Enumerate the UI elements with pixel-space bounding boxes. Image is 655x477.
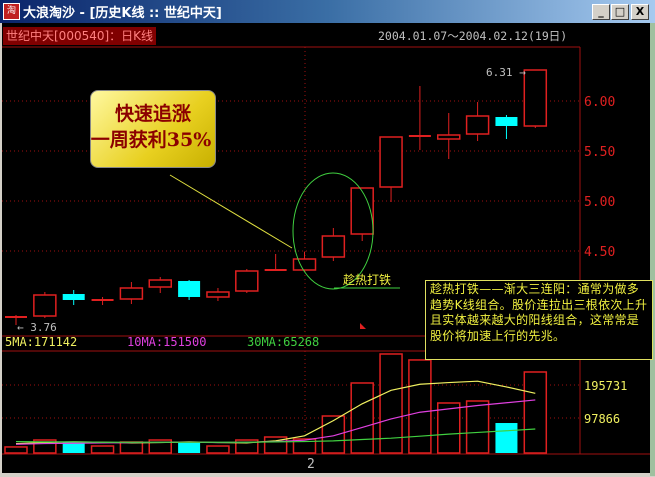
candle-body (465, 115, 490, 135)
candle-body (350, 187, 374, 235)
annotation-pointer-line (169, 174, 293, 249)
volume-bar (90, 445, 115, 454)
date-tick-label: 2 (307, 457, 315, 472)
volume-bar (350, 382, 374, 454)
ma10-label: 10MA: (127, 335, 164, 349)
candle-body (119, 287, 144, 300)
volume-bar (523, 371, 548, 454)
annotation-line2: 一周获利35% (90, 129, 212, 151)
volume-bar (321, 415, 346, 454)
candle-body (321, 235, 346, 258)
candle-body (206, 291, 230, 298)
volume-tick-label: 97866 (584, 412, 620, 426)
minimize-button[interactable]: _ (592, 4, 610, 20)
ma30-line (15, 428, 536, 443)
low-price-label: ← 3.76 (17, 321, 57, 334)
volume-bar (408, 359, 432, 454)
pattern-description: 趁热打铁——渐大三连阳：通常为做多趋势K线组合。股价连拉出三根依次上升且实体越来… (425, 280, 653, 360)
volume-bar (4, 446, 28, 454)
candle-body (523, 69, 548, 127)
volume-bar (148, 439, 172, 454)
candle-body (292, 258, 317, 271)
ma10-value: 151500 (163, 335, 207, 349)
volume-bar (62, 441, 85, 453)
pattern-label: 趁热打铁 (343, 273, 392, 287)
candle-body (379, 136, 403, 188)
candle-body (235, 270, 259, 292)
volume-bar (465, 400, 490, 454)
window-border (650, 23, 655, 476)
ma30-value: 65268 (283, 335, 320, 349)
candle-body (495, 117, 518, 126)
annotation-line1: 快速追涨 (114, 103, 191, 125)
volume-tick-label: 195731 (584, 379, 627, 393)
candle-body (33, 294, 57, 317)
volume-bar (292, 438, 317, 454)
volume-bar (379, 353, 403, 454)
volume-bar (119, 441, 144, 454)
ma30-label: 30MA: (247, 335, 284, 349)
candle-body (437, 134, 461, 140)
title-bar: 淘 大浪淘沙 - [历史K线 :: 世纪中天] _ □ X (0, 0, 655, 23)
profit-annotation-box: 快速追涨 一周获利35% (90, 90, 216, 168)
volume-bar (437, 402, 461, 454)
price-tick-label: 6.00 (584, 95, 615, 110)
high-price-label: 6.31 → (486, 66, 526, 79)
date-range: 2004.01.07～2004.02.12(19日) (378, 29, 568, 43)
ma5-value: 171142 (33, 335, 78, 349)
pattern-highlight-ellipse (292, 172, 374, 290)
kline-chart[interactable]: 4.50 5.00 5.50 6.00 195731 97866 2 6.31 → ← 3.76 (2, 23, 650, 473)
price-tick-label: 4.50 (584, 245, 615, 260)
ma5-label: 5MA: (5, 335, 34, 349)
volume-bar (178, 443, 201, 453)
chart-panel[interactable]: 4.50 5.00 5.50 6.00 195731 97866 2 6.31 → ← 3.76… (2, 23, 650, 473)
candle-body (178, 281, 201, 297)
candle-body (148, 279, 172, 288)
marker-triangle-icon (360, 323, 366, 329)
window-title: 大浪淘沙 - [历史K线 :: 世纪中天] (23, 6, 222, 21)
price-tick-label: 5.00 (584, 195, 615, 210)
candle-body (62, 294, 85, 300)
volume-bar (206, 445, 230, 454)
stock-title: 世纪中天[000540]：日K线 (3, 27, 157, 45)
price-tick-label: 5.50 (584, 145, 615, 160)
close-button[interactable]: X (631, 4, 649, 20)
app-logo-icon: 淘 (3, 3, 20, 20)
maximize-button[interactable]: □ (611, 4, 629, 20)
volume-bar (495, 423, 518, 453)
